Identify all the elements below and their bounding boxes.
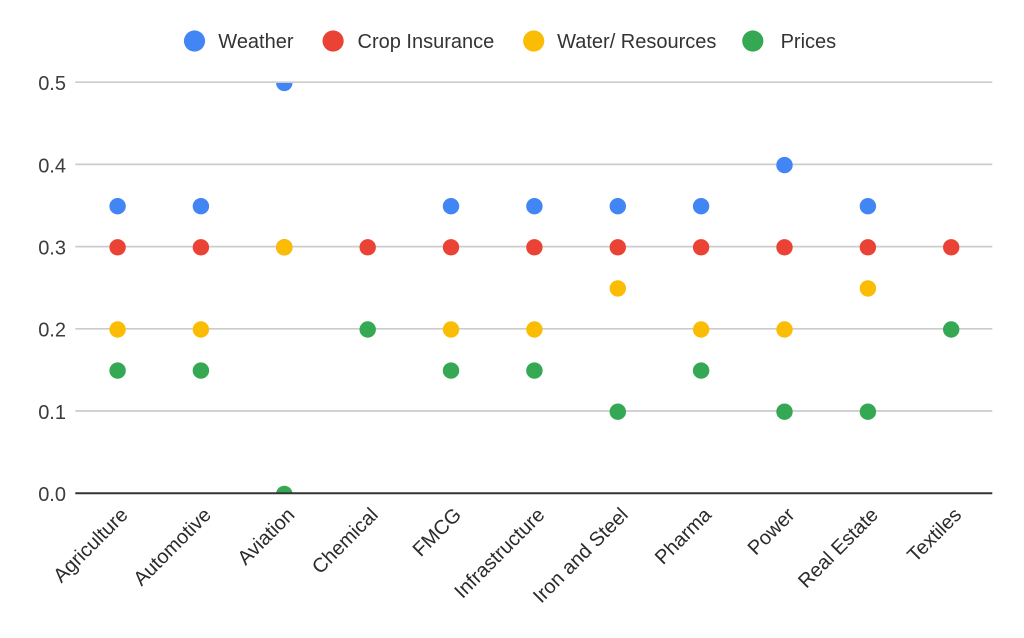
svg-text:0.2: 0.2 [38, 320, 66, 342]
svg-text:0.4: 0.4 [38, 155, 66, 177]
svg-text:Water/ Resources: Water/ Resources [557, 31, 716, 53]
svg-text:Agriculture: Agriculture [49, 504, 132, 587]
svg-text:0.3: 0.3 [38, 238, 66, 260]
svg-text:Automotive: Automotive [130, 504, 216, 590]
svg-text:Aviation: Aviation [234, 504, 300, 570]
svg-text:FMCG: FMCG [409, 504, 466, 561]
svg-text:Power: Power [744, 504, 800, 560]
svg-text:Weather: Weather [218, 31, 294, 53]
svg-text:0.5: 0.5 [38, 73, 66, 95]
svg-text:Real Estate: Real Estate [794, 504, 883, 593]
svg-text:Textiles: Textiles [903, 504, 966, 567]
svg-text:Crop Insurance: Crop Insurance [358, 31, 495, 53]
svg-text:Prices: Prices [781, 31, 837, 53]
svg-text:Pharma: Pharma [651, 503, 717, 569]
svg-text:Chemical: Chemical [308, 504, 383, 579]
svg-text:0.1: 0.1 [38, 402, 66, 424]
svg-text:0.0: 0.0 [38, 484, 66, 506]
